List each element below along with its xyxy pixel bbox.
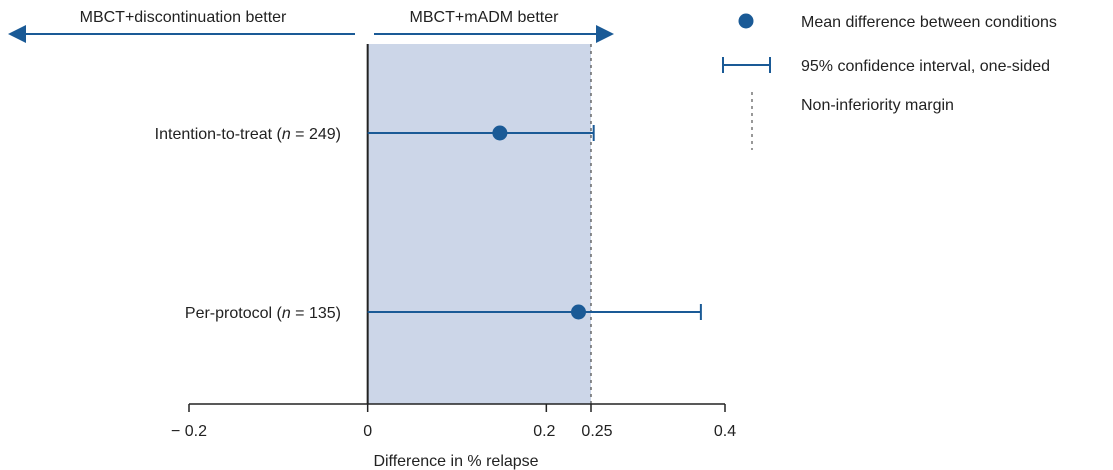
- x-tick-label: 0.2: [533, 423, 555, 440]
- forest-row: Per-protocol (n = 135): [185, 304, 702, 322]
- legend-margin-label: Non-inferiority margin: [801, 97, 954, 114]
- x-tick-label: 0.4: [714, 423, 736, 440]
- direction-right-arrow: [374, 25, 614, 43]
- forest-row: Intention-to-treat (n = 249): [155, 125, 595, 143]
- x-tick-label: 0: [363, 423, 372, 440]
- x-tick-label: 0.25: [581, 423, 612, 440]
- non-inferiority-region: [367, 44, 591, 404]
- x-tick-label: − 0.2: [171, 423, 207, 440]
- x-axis-label: Difference in % relapse: [373, 453, 538, 470]
- legend-ci-label: 95% confidence interval, one-sided: [801, 58, 1050, 75]
- direction-left-label: MBCT+discontinuation better: [80, 9, 287, 26]
- mean-point: [492, 125, 508, 141]
- legend-mean-label: Mean difference between conditions: [801, 14, 1057, 31]
- legend-dot-icon: [738, 13, 754, 29]
- direction-right-label: MBCT+mADM better: [410, 9, 560, 26]
- legend-ci-icon: [722, 57, 771, 73]
- forest-rows: Intention-to-treat (n = 249) Per-protocol…: [155, 125, 702, 322]
- row-label: Per-protocol (n = 135): [185, 305, 341, 322]
- mean-point: [570, 304, 586, 320]
- legend: Mean difference between conditions 95% c…: [722, 13, 1057, 150]
- x-axis-ticks: − 0.2 0 0.2 0.25 0.4: [171, 404, 736, 440]
- direction-left-arrow: [8, 25, 355, 43]
- row-label: Intention-to-treat (n = 249): [155, 126, 341, 143]
